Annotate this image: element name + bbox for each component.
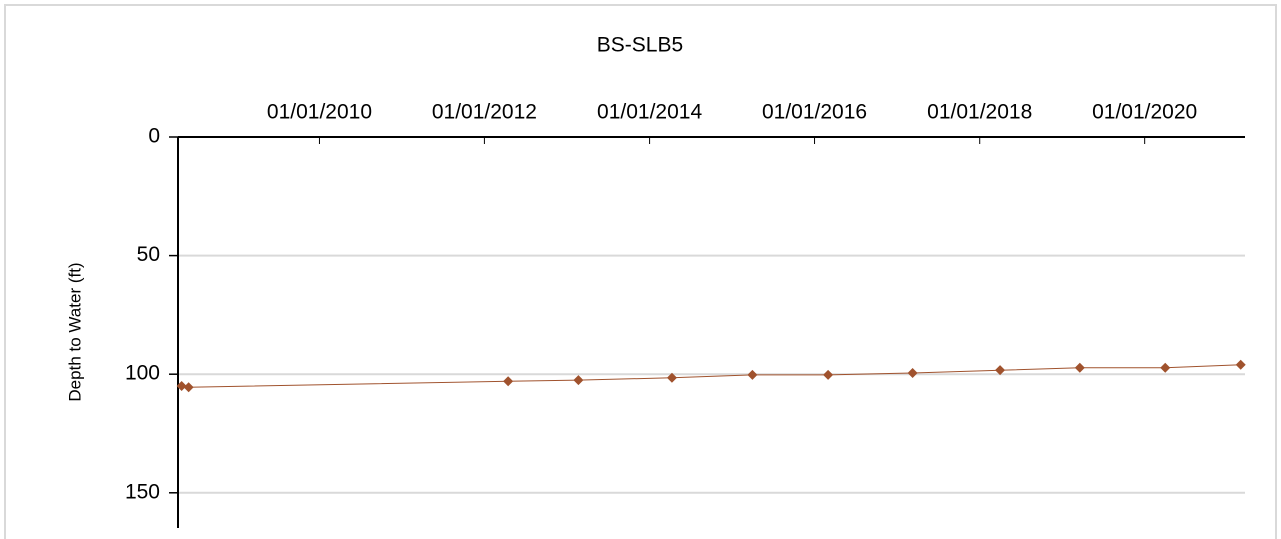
y-tick-label: 0 [148, 125, 160, 148]
series-line [181, 364, 1241, 388]
x-tick-label: 01/01/2014 [597, 101, 702, 124]
y-tick-label: 100 [125, 362, 160, 385]
data-point [1074, 362, 1085, 373]
data-point [747, 369, 758, 380]
y-tick-label: 150 [125, 480, 160, 503]
data-point [503, 376, 514, 387]
x-tick-label: 01/01/2012 [432, 101, 537, 124]
x-tick-label: 01/01/2020 [1092, 101, 1197, 124]
y-tick-label: 50 [137, 243, 160, 266]
data-point [666, 372, 677, 383]
data-point [823, 369, 834, 380]
data-point [183, 382, 194, 393]
data-point [1235, 359, 1246, 370]
data-point [176, 381, 187, 392]
chart-title: BS-SLB5 [597, 34, 683, 57]
frame [4, 4, 1277, 539]
data-point [995, 365, 1006, 376]
data-point [1160, 362, 1171, 373]
x-tick-label: 01/01/2018 [927, 101, 1032, 124]
data-point [907, 368, 918, 379]
data-point [573, 375, 584, 386]
x-tick-label: 01/01/2010 [267, 101, 372, 124]
x-tick-label: 01/01/2016 [762, 101, 867, 124]
y-axis-label: Depth to Water (ft) [65, 262, 84, 401]
